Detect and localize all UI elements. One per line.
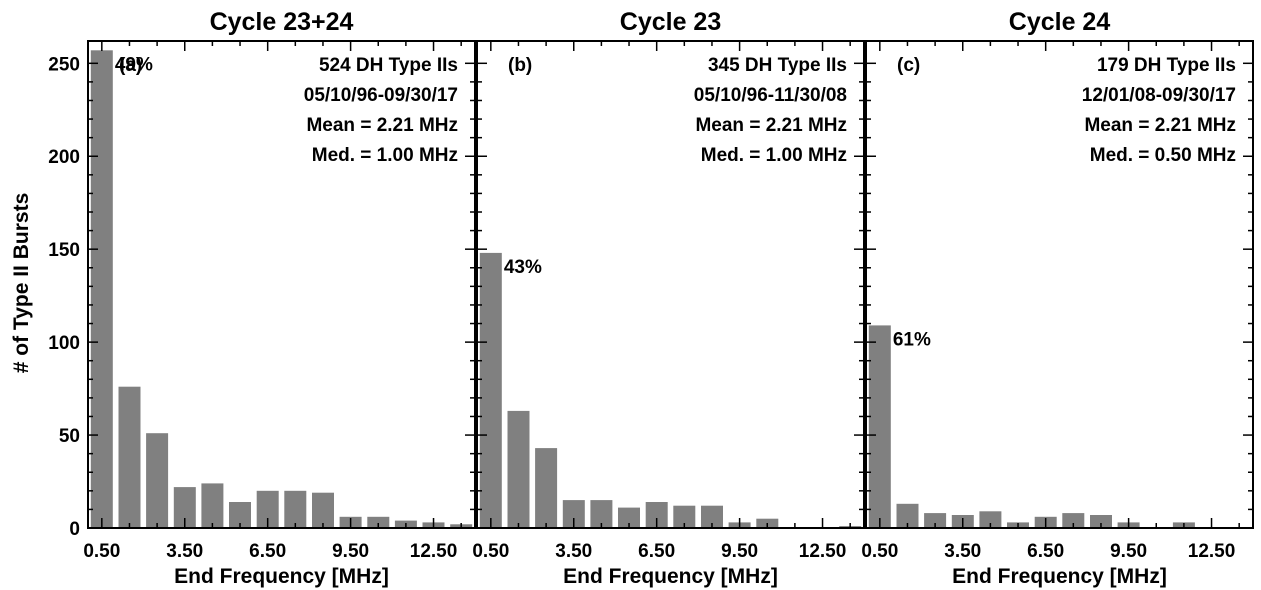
bar [312,492,334,528]
bar [256,490,279,528]
bar [201,483,224,528]
bar [896,503,919,528]
stats-annotation: Mean = 2.21 MHz [306,115,458,136]
bar [868,325,891,528]
x-tick-label: 6.50 [1027,541,1064,562]
bar [535,448,558,528]
x-axis-label: End Frequency [MHz] [952,565,1167,588]
y-tick-label: 50 [59,426,80,447]
panel-1: 0 50 100 150 200 250 0.50 3.50 6.50 9.50 12.50 End … [48,8,476,588]
stats-annotation: Mean = 2.21 MHz [695,115,847,136]
bar [367,516,390,528]
bar [618,507,640,528]
bar [673,505,696,528]
plot-frame [476,40,865,529]
y-tick-label: 150 [48,240,80,261]
stats-annotation: Med. = 0.50 MHz [1090,145,1236,166]
y-axis-label: # of Type II Bursts [10,193,33,373]
peak-percent-label: 43% [504,257,542,278]
x-tick-label: 3.50 [944,541,981,562]
panel-label: (a) [119,55,142,76]
bar [507,410,530,528]
stats-annotation: Med. = 1.00 MHz [701,145,847,166]
panel-title: Cycle 23 [620,8,721,36]
bar [645,502,668,528]
bar [173,487,196,528]
panel-label: (c) [897,55,920,76]
x-tick-label: 0.50 [861,541,898,562]
stats-annotation: 05/10/96-09/30/17 [304,85,458,106]
panel-label: (b) [508,55,532,76]
bar [924,513,947,528]
bar [229,502,251,528]
stats-annotation: Mean = 2.21 MHz [1084,115,1236,136]
y-tick-label: 250 [48,54,80,75]
y-tick-label: 100 [48,333,80,354]
peak-percent-label: 49% [115,54,153,75]
panel-title: Cycle 24 [1009,8,1111,36]
y-tick-label: 0 [69,519,80,540]
panel-2: 0.50 3.50 6.50 9.50 12.50 End Frequency [MHz]… [472,8,865,588]
x-tick-label: 3.50 [555,541,592,562]
plot-frame [865,40,1254,529]
x-tick-label: 3.50 [166,541,203,562]
stats-annotation: 524 DH Type IIs [319,55,458,76]
x-tick-label: 9.50 [1110,541,1147,562]
x-axis-label: End Frequency [MHz] [174,565,389,588]
panels: 0 50 100 150 200 250 0.50 3.50 6.50 9.50 12.50 End … [48,8,1254,588]
panel-title: Cycle 23+24 [210,8,354,36]
x-tick-label: 0.50 [472,541,509,562]
x-tick-label: 12.50 [410,541,458,562]
bar [562,500,585,528]
x-tick-label: 6.50 [638,541,675,562]
bar [118,386,141,528]
bar [1062,513,1085,528]
stats-annotation: 12/01/08-09/30/17 [1082,85,1236,106]
bar [979,511,1002,528]
stats-annotation: 345 DH Type IIs [708,55,847,76]
y-tick-label: 200 [48,147,80,168]
plot-frame [87,40,476,529]
x-tick-label: 9.50 [721,541,758,562]
x-tick-label: 9.50 [332,541,369,562]
stats-annotation: 179 DH Type IIs [1097,55,1236,76]
x-tick-label: 0.50 [83,541,120,562]
panel-3: 0.50 3.50 6.50 9.50 12.50 End Frequency [MHz]… [861,8,1254,588]
bar [1090,515,1112,528]
bar [590,500,613,528]
bar [701,505,723,528]
bar [90,50,113,529]
x-axis-label: End Frequency [MHz] [563,565,778,588]
x-tick-label: 6.50 [249,541,286,562]
bar [146,433,169,528]
stats-annotation: Med. = 1.00 MHz [312,145,458,166]
x-tick-label: 12.50 [1188,541,1236,562]
x-tick-label: 12.50 [799,541,847,562]
bar [479,252,502,528]
bar [284,490,307,528]
stats-annotation: 05/10/96-11/30/08 [694,85,847,106]
peak-percent-label: 61% [893,329,931,350]
